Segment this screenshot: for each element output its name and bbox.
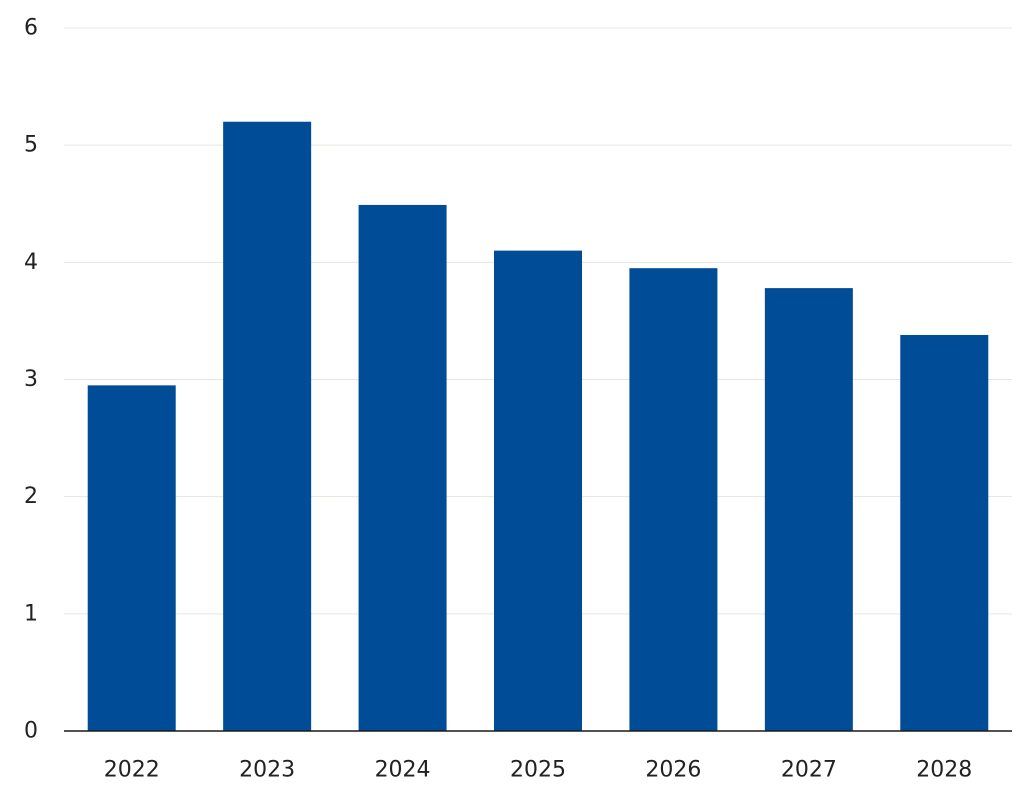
y-tick-label: 1 <box>24 601 38 626</box>
y-tick-label: 6 <box>24 16 38 41</box>
y-tick-label: 2 <box>24 484 38 509</box>
x-tick-label: 2022 <box>104 758 160 783</box>
x-tick-label: 2028 <box>916 758 972 783</box>
x-tick-label: 2025 <box>510 758 566 783</box>
bar-2026 <box>629 268 718 731</box>
x-tick-label: 2023 <box>239 758 295 783</box>
y-tick-label: 3 <box>24 367 38 392</box>
x-tick-label: 2024 <box>375 758 431 783</box>
x-tick-label: 2026 <box>645 758 701 783</box>
bar-2025 <box>494 250 582 731</box>
x-tick-label: 2027 <box>781 758 837 783</box>
y-axis-ticks: 0 1 2 3 4 5 6 <box>24 16 38 744</box>
bar-2024 <box>358 204 447 732</box>
y-tick-label: 4 <box>24 250 38 275</box>
y-tick-label: 5 <box>24 133 38 158</box>
bar-2022 <box>87 385 176 731</box>
bar-2027 <box>764 288 853 731</box>
bars <box>87 121 989 732</box>
bar-2028 <box>900 334 989 731</box>
x-axis-ticks: 2022 2023 2024 2025 2026 2027 2028 <box>104 758 973 783</box>
y-tick-label: 0 <box>24 719 38 744</box>
bar-2023 <box>223 121 312 731</box>
